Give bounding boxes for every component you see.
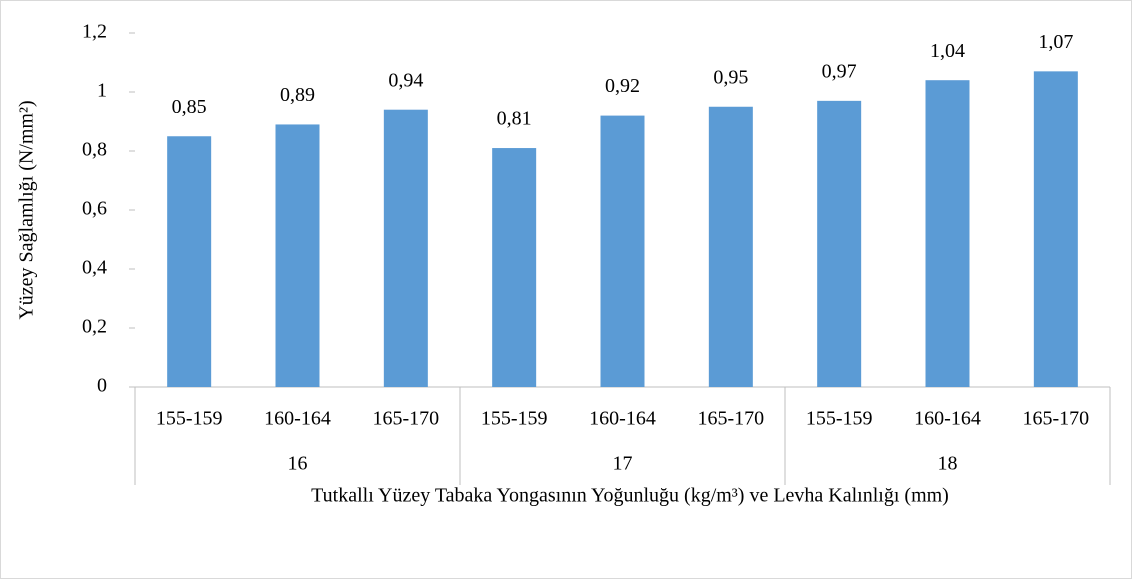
y-tick-label: 0,8 bbox=[82, 139, 107, 161]
bar bbox=[817, 100, 862, 387]
data-label: 1,07 bbox=[1038, 31, 1073, 53]
bar bbox=[383, 109, 428, 387]
bar bbox=[1033, 71, 1078, 387]
group-label: 16 bbox=[288, 453, 308, 475]
bar bbox=[167, 136, 212, 387]
data-label: 0,94 bbox=[388, 69, 423, 91]
bar bbox=[275, 124, 320, 387]
x-tick-label: 155-159 bbox=[481, 408, 548, 430]
x-tick-label: 165-170 bbox=[372, 408, 439, 430]
group-label: 18 bbox=[938, 453, 958, 475]
data-label: 0,97 bbox=[822, 60, 857, 82]
y-tick-label: 0,4 bbox=[82, 257, 107, 279]
y-tick-label: 0,2 bbox=[82, 316, 107, 338]
data-label: 0,89 bbox=[280, 84, 315, 106]
y-tick-label: 0,6 bbox=[82, 198, 107, 220]
bar bbox=[925, 80, 970, 387]
bar bbox=[492, 148, 537, 387]
data-label: 1,04 bbox=[930, 40, 965, 62]
y-tick-label: 1 bbox=[97, 80, 107, 102]
data-label: 0,95 bbox=[713, 66, 748, 88]
data-label: 0,81 bbox=[497, 108, 532, 130]
bar bbox=[600, 115, 645, 387]
y-tick-label: 0 bbox=[97, 375, 107, 397]
data-label: 0,85 bbox=[172, 96, 207, 118]
x-tick-label: 155-159 bbox=[156, 408, 223, 430]
x-tick-label: 160-164 bbox=[914, 408, 981, 430]
x-tick-label: 160-164 bbox=[589, 408, 656, 430]
y-tick-label: 1,2 bbox=[82, 21, 107, 43]
x-tick-label: 160-164 bbox=[264, 408, 331, 430]
y-axis-title: Yüzey Sağlamlığı (N/mm²) bbox=[16, 100, 38, 319]
data-label: 0,92 bbox=[605, 75, 640, 97]
bar bbox=[708, 106, 753, 387]
x-tick-label: 165-170 bbox=[1022, 408, 1089, 430]
group-label: 17 bbox=[613, 453, 633, 475]
x-tick-label: 165-170 bbox=[697, 408, 764, 430]
x-tick-label: 155-159 bbox=[806, 408, 873, 430]
x-axis-title: Tutkallı Yüzey Tabaka Yongasının Yoğunlu… bbox=[311, 485, 949, 507]
